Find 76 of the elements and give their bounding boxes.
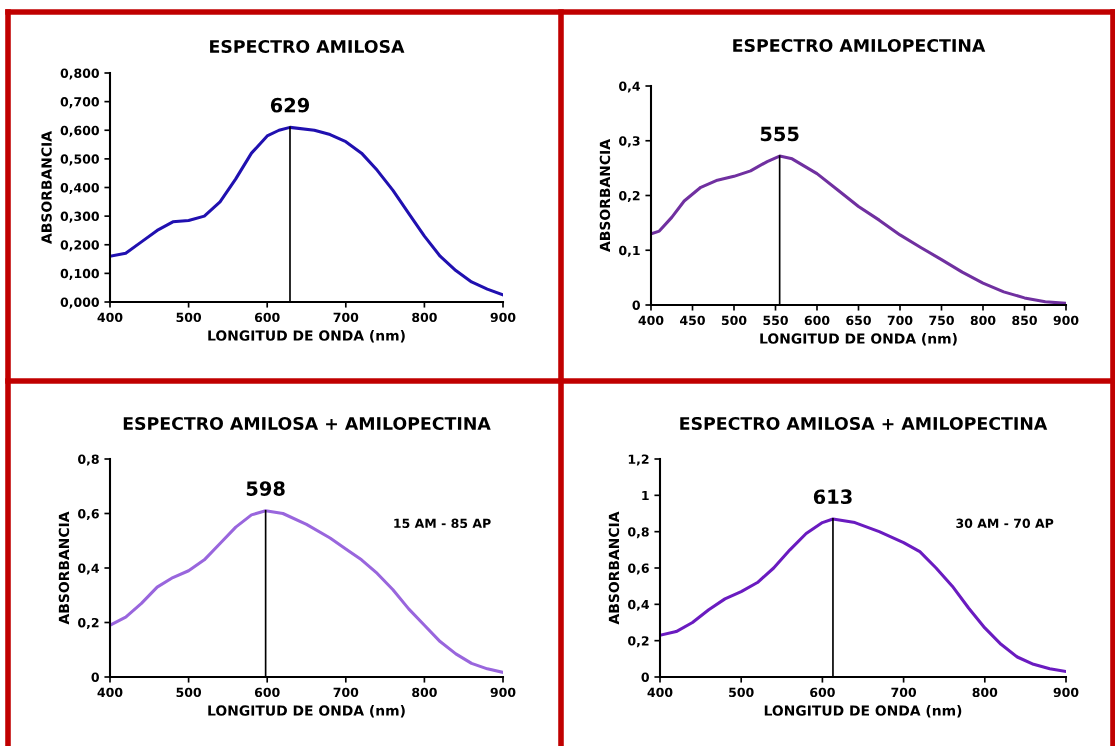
x-tick-label: 400 (638, 315, 664, 326)
x-tick-label: 700 (333, 687, 359, 698)
ref-line-label: 598 (246, 481, 285, 496)
y-tick-label: 0,700 (60, 97, 99, 109)
y-axis-title: ABSORBANCIA (58, 511, 70, 625)
x-tick-label: 550 (763, 315, 788, 326)
x-tick-label: 400 (97, 312, 123, 323)
x-tick-label: 850 (1012, 315, 1037, 326)
chart-title: ESPECTRO AMILOPECTINA (733, 38, 986, 53)
y-tick-label: 0,200 (60, 240, 99, 252)
x-tick-label: 700 (333, 312, 359, 323)
x-tick-label: 400 (97, 687, 123, 698)
y-tick-label: 0,3 (619, 136, 640, 148)
y-axis-title: ABSORBANCIA (41, 131, 52, 244)
y-tick-label: 0,100 (60, 268, 99, 280)
y-tick-label: 0,2 (619, 190, 640, 203)
x-tick-label: 450 (680, 315, 705, 326)
line-series (660, 517, 1066, 674)
y-tick-label: 1 (642, 490, 649, 501)
y-tick-label: 0 (91, 672, 99, 682)
y-axis-title: ABSORBANCIA (599, 139, 611, 252)
y-tick-label: 0,4 (619, 81, 641, 93)
x-axis-title: LONGITUD DE ONDA (nm) (760, 333, 957, 346)
x-tick-label: 900 (1053, 315, 1079, 326)
y-tick-label: 1,2 (628, 454, 649, 466)
y-tick-label: 0,2 (628, 636, 649, 648)
chart-title: ESPECTRO AMILOSA (210, 39, 405, 54)
y-tick-label: 0,000 (60, 297, 99, 309)
x-tick-label: 800 (970, 315, 996, 326)
chart-title: ESPECTRO AMILOSA + AMILOPECTINA (123, 416, 491, 431)
y-tick-label: 0,8 (628, 527, 649, 539)
y-tick-label: 0,6 (78, 508, 99, 521)
x-tick-label: 900 (490, 687, 516, 698)
x-tick-label: 900 (490, 312, 516, 323)
x-tick-label: 600 (810, 687, 835, 698)
y-tick-label: 0,6 (628, 563, 649, 575)
annotation: 30 AM - 70 AP (956, 518, 1054, 529)
y-tick-label: 0,600 (60, 125, 99, 137)
x-tick-label: 700 (891, 687, 917, 698)
x-tick-label: 400 (647, 687, 673, 698)
line-series (110, 125, 503, 297)
ref-line-label: 629 (270, 97, 310, 113)
x-tick-label: 900 (1053, 687, 1079, 698)
x-tick-label: 500 (176, 687, 202, 698)
y-tick-label: 0,4 (628, 599, 650, 611)
x-tick-label: 800 (412, 312, 437, 323)
y-axis-title: ABSORBANCIA (608, 511, 620, 625)
x-tick-label: 600 (254, 687, 280, 698)
chart-title: ESPECTRO AMILOSA + AMILOPECTINA (680, 416, 1048, 431)
y-tick-label: 0,8 (78, 454, 99, 466)
x-axis-title: LONGITUD DE ONDA (nm) (208, 705, 405, 718)
y-tick-label: 0,4 (78, 563, 100, 575)
x-tick-label: 650 (846, 315, 871, 326)
y-tick-label: 0,800 (60, 68, 99, 80)
y-tick-label: 0 (632, 300, 640, 310)
x-tick-label: 600 (254, 312, 280, 323)
annotation: 15 AM - 85 AP (394, 518, 491, 529)
x-tick-label: 500 (176, 312, 202, 323)
x-axis-title: LONGITUD DE ONDA (nm) (764, 705, 962, 718)
x-tick-label: 500 (721, 315, 747, 326)
ref-line-label: 555 (760, 126, 799, 142)
ref-line-label: 613 (813, 489, 852, 505)
x-tick-label: 700 (887, 315, 913, 326)
y-tick-label: 0 (641, 672, 649, 682)
x-axis-title: LONGITUD DE ONDA (nm) (208, 330, 405, 343)
x-tick-label: 750 (929, 315, 954, 326)
x-tick-label: 800 (972, 687, 998, 698)
y-tick-label: 0,400 (60, 182, 99, 195)
y-tick-label: 0,1 (619, 245, 640, 257)
x-tick-label: 600 (804, 315, 830, 326)
line-series (110, 509, 503, 674)
y-tick-label: 0,2 (78, 617, 99, 630)
x-tick-label: 500 (729, 687, 754, 698)
y-tick-label: 0,500 (60, 154, 99, 166)
x-tick-label: 800 (412, 687, 437, 698)
y-tick-label: 0,300 (60, 211, 99, 223)
